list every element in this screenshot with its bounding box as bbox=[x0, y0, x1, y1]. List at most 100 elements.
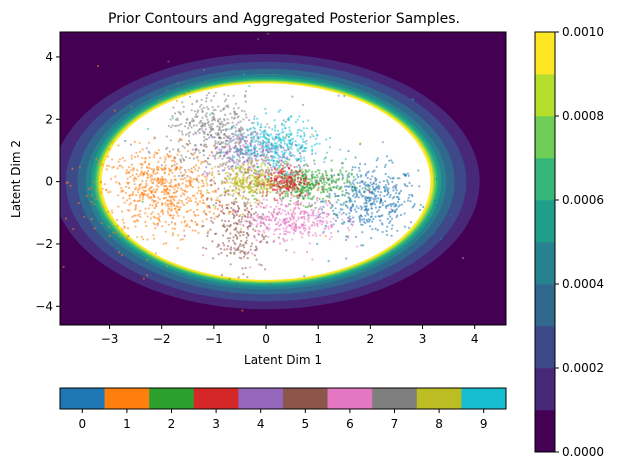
data-point bbox=[350, 206, 353, 210]
class-tick-label: 3 bbox=[212, 417, 220, 431]
data-point bbox=[237, 150, 240, 153]
data-point bbox=[196, 169, 199, 172]
data-point bbox=[184, 177, 187, 180]
data-point bbox=[260, 123, 263, 126]
data-point bbox=[296, 200, 300, 203]
class-swatch-8 bbox=[416, 388, 462, 409]
data-point bbox=[224, 140, 228, 143]
data-point bbox=[300, 187, 303, 190]
data-point bbox=[200, 108, 203, 111]
data-point bbox=[257, 213, 260, 216]
data-point bbox=[251, 140, 254, 143]
data-point bbox=[194, 220, 197, 224]
data-point bbox=[142, 238, 145, 241]
data-point bbox=[242, 181, 245, 184]
data-point bbox=[302, 127, 305, 130]
data-point bbox=[390, 205, 393, 208]
data-point bbox=[255, 205, 258, 209]
data-point bbox=[209, 184, 212, 187]
data-point bbox=[205, 247, 208, 250]
data-point bbox=[372, 192, 375, 195]
data-point bbox=[173, 156, 176, 159]
data-point bbox=[167, 124, 170, 127]
data-point bbox=[277, 155, 281, 158]
data-point bbox=[122, 225, 126, 228]
data-point bbox=[275, 137, 278, 140]
data-point bbox=[364, 214, 367, 217]
data-point bbox=[265, 137, 268, 140]
data-point bbox=[208, 136, 211, 139]
data-point bbox=[389, 215, 392, 218]
data-point bbox=[187, 90, 190, 93]
data-point bbox=[249, 191, 252, 194]
data-point bbox=[252, 121, 255, 125]
data-point bbox=[225, 203, 228, 207]
data-point bbox=[262, 131, 265, 134]
data-point bbox=[368, 220, 371, 223]
data-point bbox=[249, 204, 252, 207]
data-point bbox=[288, 146, 292, 149]
data-point bbox=[332, 209, 335, 212]
data-point bbox=[138, 186, 141, 189]
data-point bbox=[252, 218, 255, 221]
data-point bbox=[255, 192, 259, 195]
data-point bbox=[216, 125, 219, 128]
data-point bbox=[173, 175, 176, 178]
data-point bbox=[217, 105, 220, 108]
data-point bbox=[155, 205, 158, 208]
data-point bbox=[207, 120, 210, 123]
data-point bbox=[207, 230, 210, 233]
data-point bbox=[313, 159, 316, 162]
data-point bbox=[364, 163, 367, 166]
data-point bbox=[367, 213, 370, 216]
data-point bbox=[303, 211, 306, 214]
data-point bbox=[237, 133, 240, 136]
data-point bbox=[285, 134, 288, 137]
data-point bbox=[164, 201, 167, 205]
data-point bbox=[283, 149, 286, 152]
data-point bbox=[220, 131, 223, 134]
data-point bbox=[293, 212, 297, 215]
data-point bbox=[289, 183, 292, 186]
data-point bbox=[158, 178, 161, 181]
data-point bbox=[205, 100, 208, 103]
data-point bbox=[140, 163, 144, 166]
data-point bbox=[373, 194, 377, 197]
data-point bbox=[404, 174, 407, 178]
data-point bbox=[163, 168, 166, 171]
data-point bbox=[371, 190, 374, 193]
data-point bbox=[117, 194, 120, 197]
data-point bbox=[357, 175, 360, 179]
data-point bbox=[226, 181, 229, 184]
data-point bbox=[247, 149, 250, 153]
data-point bbox=[175, 204, 178, 208]
data-point bbox=[164, 230, 167, 233]
data-point bbox=[156, 224, 159, 227]
data-point bbox=[358, 189, 361, 192]
data-point bbox=[355, 188, 358, 191]
data-point bbox=[247, 161, 250, 164]
data-point bbox=[124, 191, 127, 194]
data-point bbox=[169, 118, 172, 121]
data-point bbox=[168, 150, 171, 153]
data-point bbox=[264, 164, 267, 167]
data-point bbox=[406, 199, 410, 202]
series-class-8 bbox=[136, 133, 362, 239]
data-point bbox=[227, 106, 230, 109]
data-point bbox=[358, 169, 361, 172]
data-point bbox=[261, 189, 264, 192]
data-point bbox=[223, 119, 226, 122]
data-point bbox=[145, 165, 148, 169]
data-point bbox=[341, 203, 344, 206]
data-point bbox=[275, 152, 278, 155]
data-point bbox=[255, 197, 258, 200]
data-point bbox=[352, 183, 355, 186]
data-point bbox=[287, 211, 290, 214]
data-point bbox=[144, 186, 147, 189]
data-point bbox=[178, 208, 181, 211]
data-point bbox=[327, 227, 331, 230]
data-point bbox=[268, 219, 271, 222]
data-point bbox=[239, 132, 242, 135]
data-point bbox=[361, 206, 364, 209]
data-point bbox=[285, 249, 288, 252]
